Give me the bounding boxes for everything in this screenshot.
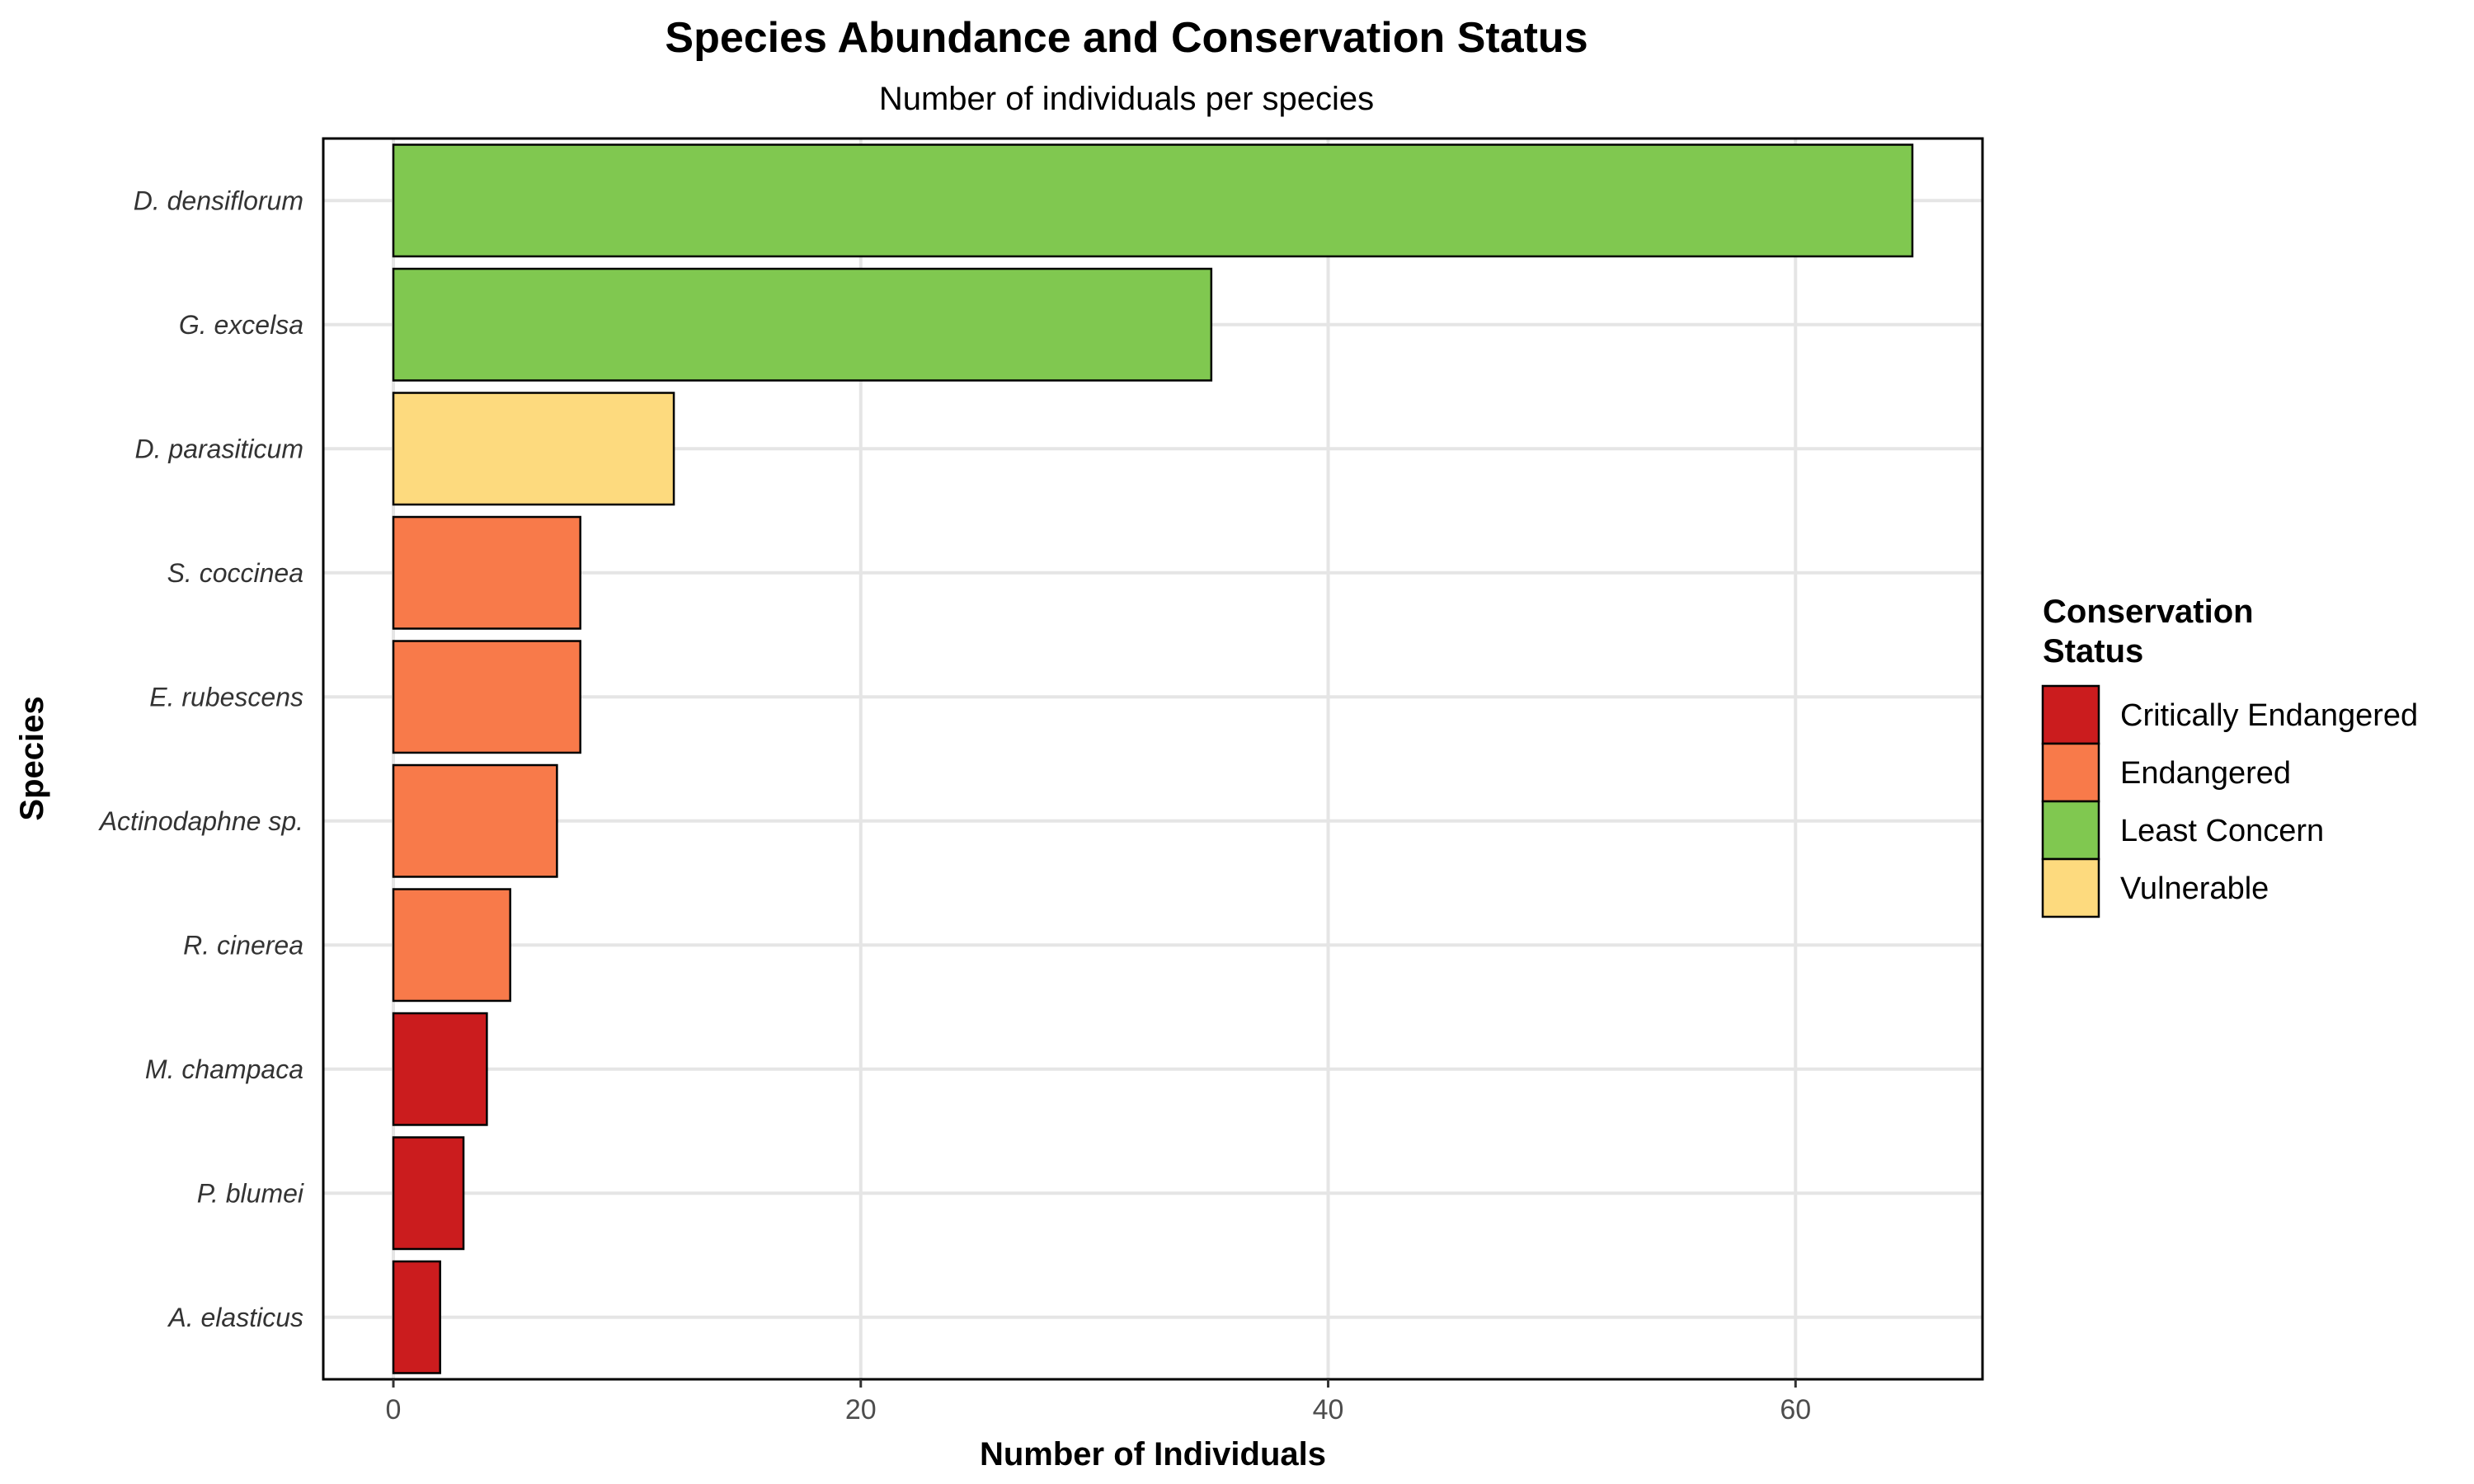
legend-entries: Critically Endangered Endangered Least Con… (2041, 684, 2418, 918)
legend-title-line-1: Conservation (2043, 594, 2254, 630)
legend-label: Critically Endangered (2120, 698, 2418, 733)
legend-title-line-2: Status (2043, 633, 2143, 669)
y-axis-labels: D. densiflorum G. excelsa D. parasiticum S.… (98, 186, 304, 1332)
bar (392, 515, 581, 630)
legend-key (2041, 857, 2100, 918)
y-axis-title: Species (14, 696, 50, 820)
x-axis-title: Number of Individuals (980, 1436, 1326, 1472)
legend: Conservation Status Critically Endangere… (2041, 594, 2418, 918)
bar (392, 392, 675, 506)
bar (392, 267, 1213, 382)
species-label: D. parasiticum (135, 434, 304, 463)
species-label: S. coccinea (167, 558, 303, 588)
x-tick-label: 40 (1313, 1394, 1344, 1425)
chart-subtitle: Number of individuals per species (879, 81, 1374, 117)
species-label: D. densiflorum (134, 186, 303, 215)
bar (392, 1012, 488, 1126)
species-label: P. blumei (197, 1178, 304, 1208)
legend-key (2041, 684, 2100, 745)
bar (392, 888, 511, 1003)
legend-key (2041, 800, 2100, 861)
chart-title: Species Abundance and Conservation Statu… (665, 14, 1587, 62)
species-label: E. rubescens (149, 682, 303, 711)
bar (392, 1136, 465, 1251)
legend-label: Endangered (2120, 756, 2291, 791)
species-label: G. excelsa (179, 310, 303, 340)
legend-label: Vulnerable (2120, 871, 2269, 906)
bar (392, 1260, 441, 1374)
species-label: R. cinerea (183, 930, 303, 960)
plot-panel (322, 137, 1984, 1381)
species-label: Actinodaphne sp. (98, 806, 303, 836)
bar (392, 143, 1914, 258)
legend-label: Least Concern (2120, 814, 2324, 848)
x-axis-ticks: 0 20 40 60 (386, 1379, 1811, 1425)
x-tick-label: 20 (845, 1394, 877, 1425)
bars (392, 143, 1914, 1374)
bar (392, 763, 558, 878)
legend-title: Conservation Status (2043, 594, 2263, 669)
legend-key (2041, 742, 2100, 803)
species-label: A. elasticus (167, 1303, 303, 1332)
bar (392, 640, 581, 754)
x-tick-label: 60 (1780, 1394, 1811, 1425)
species-label: M. champaca (145, 1054, 303, 1084)
x-tick-label: 0 (386, 1394, 402, 1425)
